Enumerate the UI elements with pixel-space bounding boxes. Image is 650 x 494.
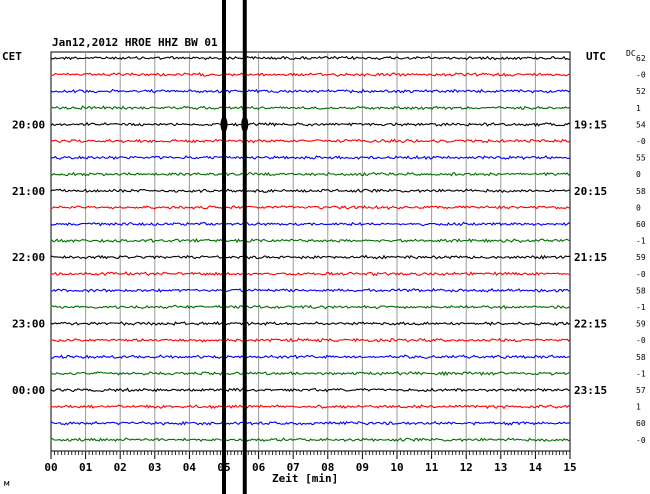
trace-group — [50, 55, 571, 443]
x-tick-label-15: 15 — [563, 461, 576, 474]
dc-value-23: -0 — [636, 436, 646, 445]
trace-18 — [50, 354, 571, 360]
utc-label: UTC — [586, 50, 606, 63]
trace-13 — [50, 271, 571, 277]
x-tick-label-7: 07 — [287, 461, 300, 474]
dc-value-2: 52 — [636, 87, 646, 96]
trace-9 — [50, 204, 571, 210]
x-axis-label: Zeit [min] — [272, 472, 338, 485]
trace-1 — [50, 72, 571, 77]
dc-value-21: 1 — [636, 403, 641, 412]
x-tick-label-6: 06 — [252, 461, 266, 474]
dc-value-1: -0 — [636, 71, 646, 80]
dc-value-4: 54 — [636, 120, 646, 129]
cet-time-label-4: 00:00 — [12, 384, 45, 397]
trace-11 — [50, 237, 571, 244]
event-markers — [220, 0, 249, 494]
footer-mark: м — [4, 479, 10, 489]
utc-time-label-4: 23:15 — [574, 384, 607, 397]
x-tick-label-14: 14 — [529, 461, 543, 474]
cet-time-label-0: 20:00 — [12, 118, 45, 131]
dc-value-labels: 62 -0 52 1 54 -0 55 0 58 0 60 -1 59 -0 58 -1 59 -0 58 -1 57 1… — [636, 54, 646, 445]
dc-value-6: 55 — [636, 154, 646, 163]
dc-value-12: 59 — [636, 253, 646, 262]
dc-value-0: 62 — [636, 54, 646, 63]
x-tick-label-2: 02 — [114, 461, 127, 474]
cet-time-labels: 20:00 21:00 22:00 23:00 00:00 — [12, 118, 45, 397]
trace-10 — [50, 221, 571, 227]
x-tick-label-13: 13 — [494, 461, 507, 474]
dc-value-3: 1 — [636, 104, 641, 113]
dc-value-14: 58 — [636, 286, 646, 295]
trace-23 — [50, 437, 571, 443]
trace-4 — [50, 121, 571, 128]
x-tick-label-12: 12 — [460, 461, 473, 474]
trace-16 — [50, 321, 571, 327]
utc-time-label-0: 19:15 — [574, 118, 607, 131]
trace-17 — [50, 337, 571, 343]
event-burst-1 — [241, 116, 249, 133]
dc-label: DC — [626, 49, 636, 58]
x-tick-label-4: 04 — [183, 461, 197, 474]
utc-time-label-1: 20:15 — [574, 185, 607, 198]
trace-7 — [50, 171, 571, 177]
utc-time-labels: 19:15 20:15 21:15 22:15 23:15 — [574, 118, 607, 397]
x-tick-label-11: 11 — [425, 461, 439, 474]
trace-19 — [50, 370, 571, 377]
x-tick-label-8: 08 — [321, 461, 334, 474]
trace-21 — [50, 404, 571, 410]
trace-3 — [50, 105, 571, 111]
cet-time-label-3: 23:00 — [12, 318, 45, 331]
dc-value-22: 60 — [636, 419, 646, 428]
dc-value-7: 0 — [636, 170, 641, 179]
dc-value-19: -1 — [636, 369, 646, 378]
dc-value-13: -0 — [636, 270, 646, 279]
dc-value-10: 60 — [636, 220, 646, 229]
x-axis: 00010203040506070809101112131415 — [44, 451, 577, 474]
cet-time-label-1: 21:00 — [12, 185, 45, 198]
utc-time-label-3: 22:15 — [574, 318, 607, 331]
trace-5 — [50, 138, 571, 144]
dc-value-11: -1 — [636, 237, 646, 246]
trace-15 — [50, 304, 571, 310]
trace-20 — [50, 387, 571, 393]
x-tick-label-1: 01 — [79, 461, 93, 474]
dc-value-5: -0 — [636, 137, 646, 146]
chart-title: Jan12,2012 HROE HHZ BW 01 — [52, 36, 218, 49]
dc-value-16: 59 — [636, 320, 646, 329]
trace-0 — [50, 55, 571, 61]
dc-value-9: 0 — [636, 203, 641, 212]
x-tick-label-3: 03 — [148, 461, 161, 474]
trace-8 — [50, 188, 571, 194]
dc-value-15: -1 — [636, 303, 646, 312]
dc-value-20: 57 — [636, 386, 646, 395]
x-tick-label-0: 00 — [44, 461, 57, 474]
trace-6 — [50, 154, 571, 161]
dc-value-18: 58 — [636, 353, 646, 362]
trace-14 — [50, 287, 571, 293]
cet-time-label-2: 22:00 — [12, 251, 45, 264]
x-tick-label-9: 09 — [356, 461, 369, 474]
cet-label: CET — [2, 50, 22, 63]
trace-12 — [50, 254, 571, 260]
dc-value-17: -0 — [636, 336, 646, 345]
trace-2 — [50, 88, 571, 94]
utc-time-label-2: 21:15 — [574, 251, 607, 264]
trace-22 — [50, 420, 571, 426]
x-tick-label-10: 10 — [390, 461, 403, 474]
dc-value-8: 58 — [636, 187, 646, 196]
event-burst-0 — [220, 116, 228, 133]
